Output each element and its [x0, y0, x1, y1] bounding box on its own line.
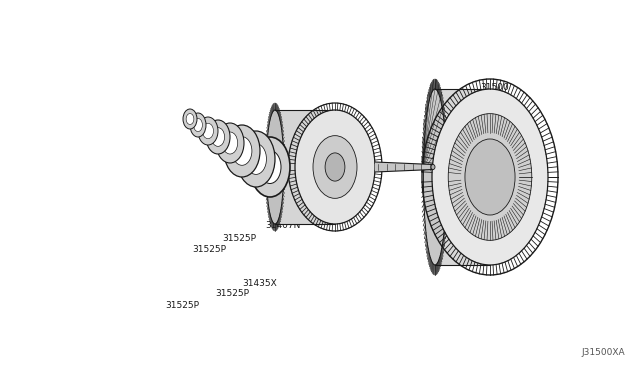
Ellipse shape	[211, 128, 225, 146]
Text: 31407N: 31407N	[265, 221, 300, 230]
Ellipse shape	[190, 113, 206, 137]
Text: J31500XA: J31500XA	[581, 348, 625, 357]
Text: 31525P: 31525P	[215, 289, 249, 298]
Text: 31525P: 31525P	[222, 234, 256, 243]
Ellipse shape	[432, 89, 548, 265]
Ellipse shape	[206, 120, 230, 154]
Text: 31500: 31500	[480, 83, 509, 92]
Ellipse shape	[232, 137, 252, 165]
Text: 31525P: 31525P	[192, 246, 226, 254]
Ellipse shape	[198, 117, 218, 145]
Ellipse shape	[313, 136, 357, 198]
Ellipse shape	[193, 118, 202, 132]
Polygon shape	[435, 89, 490, 265]
Ellipse shape	[246, 144, 266, 174]
Ellipse shape	[431, 164, 435, 170]
Ellipse shape	[266, 110, 284, 224]
Ellipse shape	[448, 113, 532, 240]
Text: 31540N: 31540N	[310, 139, 346, 148]
Ellipse shape	[295, 110, 375, 224]
Ellipse shape	[237, 131, 275, 187]
Ellipse shape	[250, 137, 290, 197]
Text: 31555: 31555	[270, 191, 299, 200]
Polygon shape	[275, 110, 335, 224]
Ellipse shape	[202, 123, 214, 139]
Ellipse shape	[325, 153, 345, 181]
Ellipse shape	[465, 139, 515, 215]
Ellipse shape	[259, 151, 281, 183]
Text: 31435X: 31435X	[242, 279, 276, 288]
Ellipse shape	[183, 109, 197, 129]
Ellipse shape	[186, 113, 194, 125]
Ellipse shape	[224, 125, 260, 177]
Ellipse shape	[424, 89, 447, 265]
Text: 31525P: 31525P	[165, 301, 199, 310]
Polygon shape	[375, 162, 433, 172]
Ellipse shape	[222, 132, 237, 154]
Ellipse shape	[216, 123, 244, 163]
